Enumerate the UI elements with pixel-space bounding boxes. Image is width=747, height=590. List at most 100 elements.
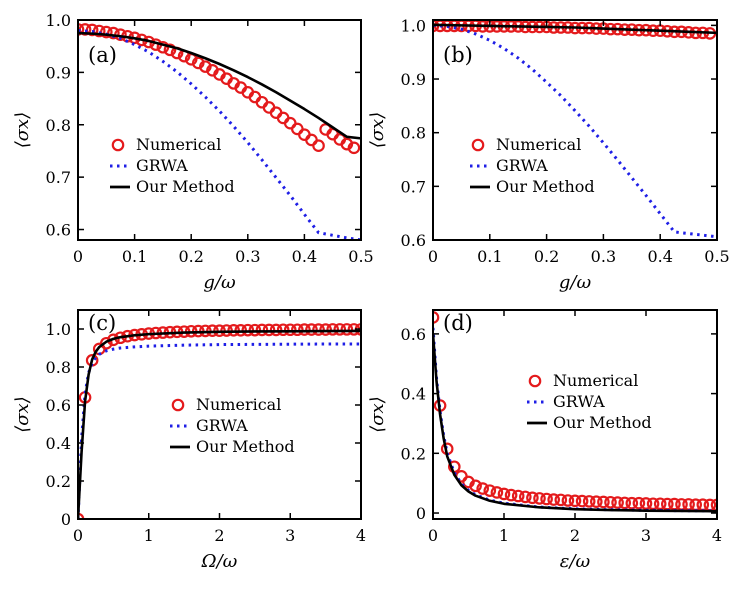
legend-label: Numerical [553, 371, 638, 390]
numerical-point [589, 495, 603, 508]
numerical-point [262, 323, 276, 337]
x-tick-label: 1 [499, 526, 509, 545]
x-tick-label: 0.5 [704, 247, 729, 266]
y-tick-label: 0.6 [46, 221, 71, 240]
numerical-point [312, 323, 325, 336]
y-axis-label: ⟨σx⟩ [367, 112, 388, 148]
y-tick-label: 0.2 [401, 444, 426, 463]
legend-marker-numerical [111, 138, 125, 152]
legend-marker-numerical [171, 398, 185, 412]
legend-label: Our Method [136, 177, 235, 196]
legend-marker-numerical [471, 138, 485, 152]
x-tick-label: 0 [73, 526, 83, 545]
y-axis-label: ⟨σx⟩ [367, 396, 388, 432]
x-tick-label: 4 [356, 526, 366, 545]
y-tick-label: 1.0 [401, 16, 426, 35]
numerical-point [312, 139, 325, 153]
panel-label: (b) [443, 43, 473, 67]
numerical-point [269, 323, 283, 337]
y-tick-label: 0.8 [401, 124, 426, 143]
x-tick-label: 0 [428, 247, 438, 266]
y-tick-label: 0.2 [46, 472, 71, 491]
panel-2: 0 1 2 3 4 0 0.2 0.4 0.6 0.8 1.0 Ω/ω ⟨σx⟩ (c) Numerical… [12, 309, 366, 572]
x-tick-label: 0.5 [348, 247, 373, 266]
numerical-point [526, 491, 539, 505]
numerical-point [255, 323, 269, 337]
grwa-line [78, 28, 361, 240]
x-tick-label: 0.4 [292, 247, 317, 266]
x-tick-label: 4 [712, 526, 722, 545]
y-tick-label: 0.4 [401, 385, 426, 404]
axes-frame [432, 19, 718, 241]
panel-0: 0 0.1 0.2 0.3 0.4 0.5 0.6 0.7 0.8 0.9 1.0 g/ω ⟨σx⟩ (a… [12, 11, 374, 293]
y-tick-label: 0.9 [46, 63, 71, 82]
numerical-point [483, 484, 497, 497]
our-method-line [433, 23, 717, 35]
legend: Numerical GRWA Our Method [110, 135, 235, 196]
numerical-point [604, 495, 617, 509]
y-tick-label: 0.8 [46, 116, 71, 135]
numerical-point [575, 494, 589, 508]
x-axis-label: g/ω [559, 272, 592, 293]
numerical-point [504, 488, 518, 502]
x-tick-label: 2 [214, 526, 224, 545]
x-tick-label: 0 [73, 247, 83, 266]
y-tick-label: 0 [416, 504, 426, 523]
numerical-point [191, 56, 205, 70]
legend: Numerical GRWA Our Method [470, 135, 595, 196]
plot-area [433, 311, 717, 513]
numerical-point [547, 493, 560, 506]
x-tick-label: 0 [428, 526, 438, 545]
numerical-point [241, 323, 255, 337]
legend-label: GRWA [553, 392, 605, 411]
numerical-point [298, 323, 311, 336]
numerical-point [283, 323, 297, 337]
x-tick-label: 0.1 [477, 247, 502, 266]
panel-1: 0 0.1 0.2 0.3 0.4 0.5 0.6 0.7 0.8 0.9 1.0 g/ω ⟨σx⟩ (b… [367, 16, 730, 293]
numerical-point [639, 497, 653, 510]
legend-label: GRWA [496, 156, 548, 175]
y-axis-label: ⟨σx⟩ [12, 396, 33, 432]
numerical-point [490, 486, 504, 499]
x-tick-label: 0.3 [235, 247, 260, 266]
numerical-point [107, 26, 120, 40]
y-tick-label: 0.8 [46, 358, 71, 377]
y-tick-label: 1.0 [46, 320, 71, 339]
y-tick-label: 0 [61, 510, 71, 529]
numerical-point [611, 496, 624, 509]
numerical-point [227, 324, 240, 337]
numerical-point [326, 323, 339, 336]
numerical-point [561, 494, 575, 507]
y-tick-label: 0.7 [46, 168, 71, 187]
grwa-line [433, 23, 717, 239]
numerical-point [518, 490, 532, 504]
panel-label: (c) [88, 311, 116, 335]
numerical-point [582, 495, 596, 508]
numerical-point [305, 323, 318, 336]
numerical-point [618, 496, 631, 510]
y-tick-label: 0.9 [401, 70, 426, 89]
numerical-point [632, 496, 646, 510]
legend-label: Our Method [553, 413, 652, 432]
legend-label: Our Method [196, 437, 295, 456]
our-method-line [78, 329, 361, 519]
our-method-line [78, 31, 361, 140]
x-tick-label: 0.1 [122, 247, 147, 266]
y-tick-label: 0.7 [401, 177, 426, 196]
legend-label: GRWA [196, 416, 248, 435]
y-tick-label: 0.4 [46, 434, 71, 453]
numerical-point [597, 495, 610, 509]
legend: Numerical GRWA Our Method [527, 371, 652, 432]
y-tick-label: 0.6 [401, 325, 426, 344]
plot-area [78, 323, 361, 519]
axes-frame [77, 19, 362, 241]
grwa-line [78, 342, 361, 519]
y-tick-label: 0.6 [46, 396, 71, 415]
numerical-point [276, 323, 290, 337]
y-axis-label: ⟨σx⟩ [12, 112, 33, 148]
numerical-point [248, 323, 262, 337]
x-tick-label: 1 [144, 526, 154, 545]
numerical-point [540, 492, 553, 506]
numerical-point [347, 141, 361, 155]
